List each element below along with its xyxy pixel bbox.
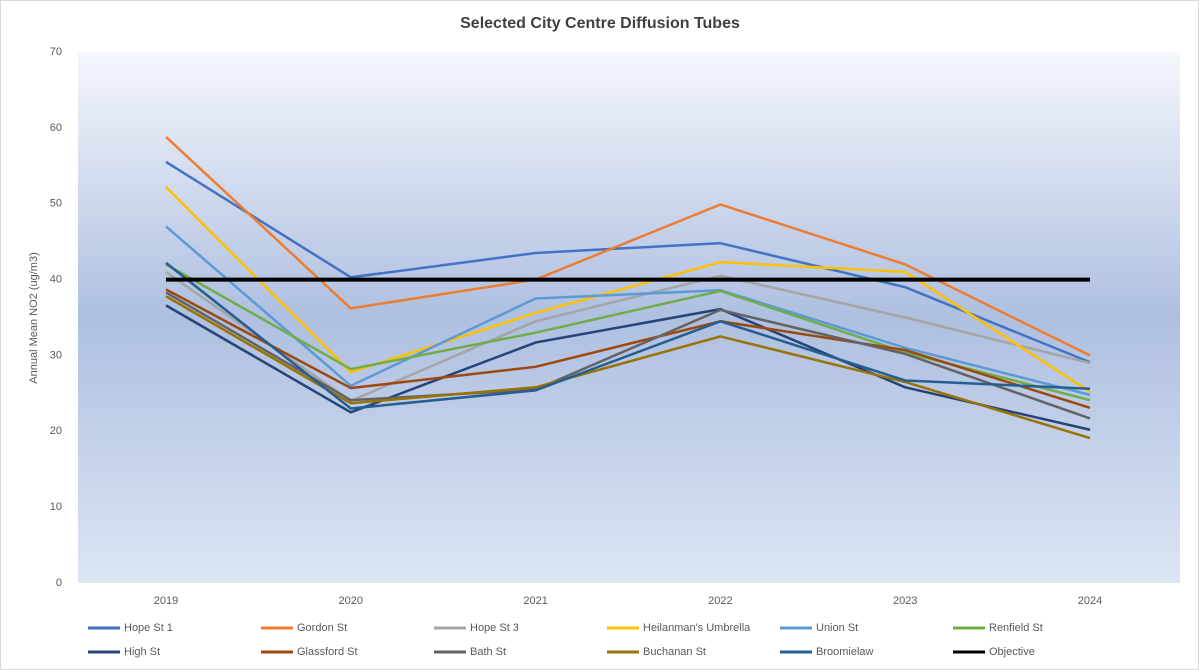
legend-label: Hope St 3 [470, 622, 519, 634]
y-tick-label: 60 [50, 122, 62, 134]
x-tick-label: 2020 [339, 595, 363, 607]
y-tick-label: 70 [50, 46, 62, 58]
legend-label: Gordon St [297, 622, 347, 634]
series-line [165, 225, 1091, 397]
series-line [165, 304, 1091, 431]
legend-label: Buchanan St [643, 646, 706, 658]
y-tick-label: 20 [50, 425, 62, 437]
series-line [165, 270, 1091, 403]
legend-label: High St [124, 646, 160, 658]
legend-label: Heilanman's Umbrella [643, 622, 751, 634]
x-tick-label: 2023 [893, 595, 917, 607]
series-line [165, 261, 1091, 410]
x-tick-label: 2021 [523, 595, 547, 607]
y-tick-label: 10 [50, 501, 62, 513]
y-tick-label: 40 [50, 273, 62, 285]
y-tick-label: 30 [50, 349, 62, 361]
legend-label: Hope St 1 [124, 622, 173, 634]
y-tick-label: 0 [56, 577, 62, 589]
legend-label: Glassford St [297, 646, 358, 658]
legend-label: Broomielaw [816, 646, 874, 658]
legend-label: Union St [816, 622, 858, 634]
x-tick-label: 2022 [708, 595, 732, 607]
series-line [165, 291, 1091, 420]
x-tick-label: 2024 [1078, 595, 1102, 607]
y-tick-label: 50 [50, 198, 62, 210]
legend-label: Objective [989, 646, 1035, 658]
x-tick-label: 2019 [154, 595, 178, 607]
y-axis-label: Annual Mean NO2 (ug/m3) [28, 252, 40, 383]
legend-label: Bath St [470, 646, 506, 658]
series-line [165, 288, 1091, 409]
series-line [165, 160, 1091, 364]
series-line [165, 186, 1091, 393]
chart-title: Selected City Centre Diffusion Tubes [460, 15, 740, 32]
legend-label: Renfield St [989, 622, 1043, 634]
